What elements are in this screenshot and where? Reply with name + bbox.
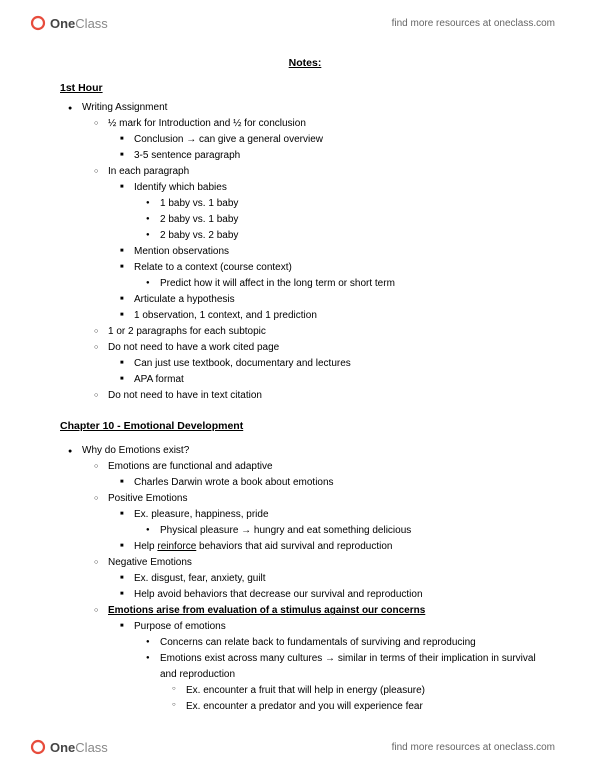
text: Help bbox=[134, 541, 157, 552]
list-item: Relate to a context (course context) Pre… bbox=[108, 260, 550, 292]
list-item: Conclusion → can give a general overview bbox=[108, 132, 550, 148]
list-item: Why do Emotions exist? Emotions are func… bbox=[60, 443, 550, 715]
list-item: Mention observations bbox=[108, 244, 550, 260]
text: Positive Emotions bbox=[108, 493, 187, 504]
text: Emotions exist across many cultures → si… bbox=[160, 653, 536, 680]
list-item: Ex. encounter a fruit that will help in … bbox=[160, 683, 550, 699]
list-item: Emotions are functional and adaptive Cha… bbox=[82, 459, 550, 491]
list-item: Writing Assignment ½ mark for Introducti… bbox=[60, 100, 550, 404]
list-item: Predict how it will affect in the long t… bbox=[134, 276, 550, 292]
text: Do not need to have a work cited page bbox=[108, 342, 279, 353]
list-item: 3-5 sentence paragraph bbox=[108, 148, 550, 164]
circle-icon bbox=[30, 739, 46, 755]
list-item: Emotions exist across many cultures → si… bbox=[134, 651, 550, 715]
list-item: ½ mark for Introduction and ½ for conclu… bbox=[82, 116, 550, 164]
list-item: Concerns can relate back to fundamentals… bbox=[134, 635, 550, 651]
list-item: Help avoid behaviors that decrease our s… bbox=[108, 587, 550, 603]
text: ½ mark for Introduction and ½ for conclu… bbox=[108, 118, 306, 129]
tagline-bottom: find more resources at oneclass.com bbox=[392, 742, 555, 753]
text: Relate to a context (course context) bbox=[134, 262, 292, 273]
tagline-top: find more resources at oneclass.com bbox=[392, 18, 555, 29]
header: OneClass find more resources at oneclass… bbox=[0, 8, 595, 38]
text: Ex. pleasure, happiness, pride bbox=[134, 509, 269, 520]
list-item: Can just use textbook, documentary and l… bbox=[108, 356, 550, 372]
page-title: Notes: bbox=[60, 55, 550, 72]
list-item: Ex. pleasure, happiness, pride Physical … bbox=[108, 507, 550, 539]
text: Purpose of emotions bbox=[134, 621, 226, 632]
text: In each paragraph bbox=[108, 166, 189, 177]
logo: OneClass bbox=[30, 15, 108, 31]
list-item: Negative Emotions Ex. disgust, fear, anx… bbox=[82, 555, 550, 603]
list-item: Positive Emotions Ex. pleasure, happines… bbox=[82, 491, 550, 555]
list-root: Writing Assignment ½ mark for Introducti… bbox=[60, 100, 550, 404]
text: Negative Emotions bbox=[108, 557, 192, 568]
text: reinforce bbox=[157, 541, 196, 552]
circle-icon bbox=[30, 15, 46, 31]
footer: OneClass find more resources at oneclass… bbox=[0, 732, 595, 762]
list-item: Ex. encounter a predator and you will ex… bbox=[160, 699, 550, 715]
text: Emotions arise from evaluation of a stim… bbox=[108, 605, 425, 616]
list-item: Emotions arise from evaluation of a stim… bbox=[82, 603, 550, 715]
list-item: Charles Darwin wrote a book about emotio… bbox=[108, 475, 550, 491]
text: Emotions are functional and adaptive bbox=[108, 461, 273, 472]
list-item: Ex. disgust, fear, anxiety, guilt bbox=[108, 571, 550, 587]
list-item: Do not need to have in text citation bbox=[82, 388, 550, 404]
list-item: Physical pleasure → hungry and eat somet… bbox=[134, 523, 550, 539]
text: Why do Emotions exist? bbox=[82, 445, 189, 456]
text: Writing Assignment bbox=[82, 102, 167, 113]
text: behaviors that aid survival and reproduc… bbox=[196, 541, 392, 552]
logo-text: OneClass bbox=[50, 16, 108, 31]
section-1-head: 1st Hour bbox=[60, 80, 550, 97]
logo-text: OneClass bbox=[50, 740, 108, 755]
list-item: Help reinforce behaviors that aid surviv… bbox=[108, 539, 550, 555]
list-item: 1 observation, 1 context, and 1 predicti… bbox=[108, 308, 550, 324]
list-item: Identify which babies 1 baby vs. 1 baby … bbox=[108, 180, 550, 244]
list-item: 2 baby vs. 1 baby bbox=[134, 212, 550, 228]
list-item: Purpose of emotions Concerns can relate … bbox=[108, 619, 550, 715]
list-root: Why do Emotions exist? Emotions are func… bbox=[60, 443, 550, 715]
logo: OneClass bbox=[30, 739, 108, 755]
text: Identify which babies bbox=[134, 182, 227, 193]
list-item: 1 baby vs. 1 baby bbox=[134, 196, 550, 212]
list-item: 2 baby vs. 2 baby bbox=[134, 228, 550, 244]
list-item: Articulate a hypothesis bbox=[108, 292, 550, 308]
list-item: 1 or 2 paragraphs for each subtopic bbox=[82, 324, 550, 340]
list-item: APA format bbox=[108, 372, 550, 388]
section-2-head: Chapter 10 - Emotional Development bbox=[60, 418, 550, 435]
list-item: Do not need to have a work cited page Ca… bbox=[82, 340, 550, 388]
list-item: In each paragraph Identify which babies … bbox=[82, 164, 550, 324]
document-body: Notes: 1st Hour Writing Assignment ½ mar… bbox=[60, 55, 550, 715]
